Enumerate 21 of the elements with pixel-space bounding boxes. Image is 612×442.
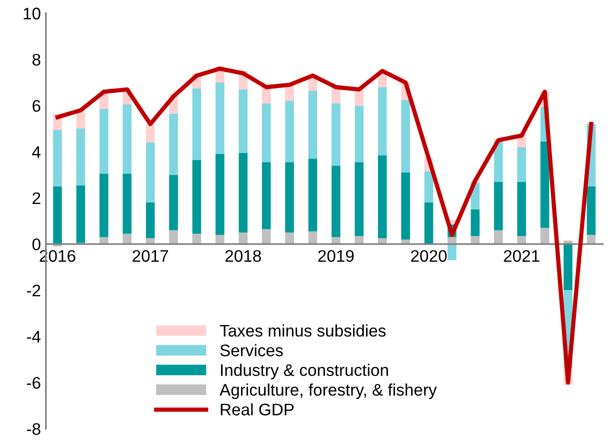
y-tick-label: 2: [32, 192, 40, 204]
y-tick-label: -8: [26, 423, 40, 435]
y-tick-label: 8: [32, 54, 40, 66]
y-tick-label: 4: [32, 146, 41, 158]
legend-label: Industry & construction: [221, 364, 388, 380]
y-tick-label: 0: [32, 238, 40, 250]
legend-label: Real GDP: [220, 403, 294, 416]
y-tick-label: -4: [26, 330, 41, 342]
x-tick-label: 2016: [40, 250, 76, 262]
x-tick-label: 2017: [132, 250, 168, 262]
y-tick-label: -2: [26, 284, 40, 296]
x-tick-label: 2018: [225, 250, 261, 262]
legend-label: Agriculture, forestry, & fishery: [220, 384, 437, 400]
legend-label: Services: [220, 344, 283, 356]
x-tick-label: 2021: [504, 250, 540, 262]
x-tick-label: 2020: [411, 250, 447, 262]
y-tick-label: 10: [24, 8, 40, 20]
y-tick-label: 6: [32, 100, 40, 112]
x-tick-label: 2019: [318, 250, 354, 262]
legend-label: Taxes minus subsidies: [220, 324, 386, 337]
y-tick-label: -6: [26, 376, 40, 389]
